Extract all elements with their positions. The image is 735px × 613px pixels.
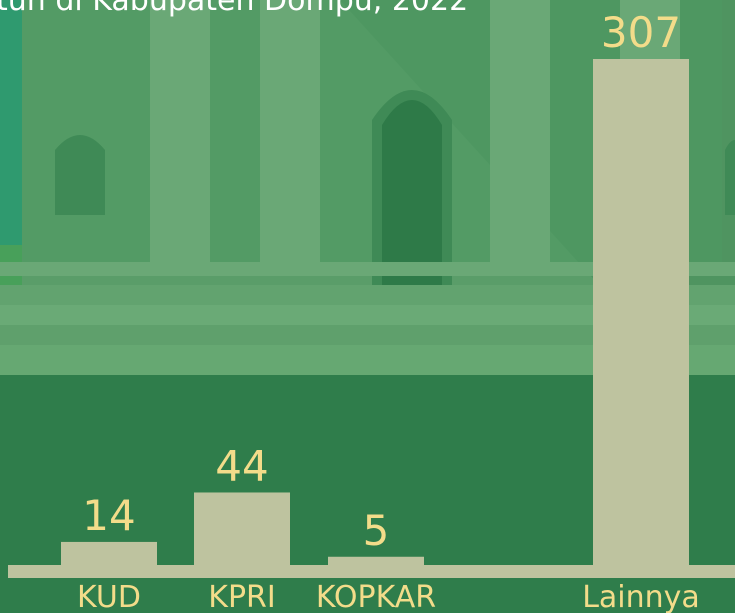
bar	[194, 492, 290, 565]
x-tick-label: Lainnya	[582, 580, 700, 613]
x-tick-label: KPRI	[208, 580, 275, 613]
x-tick-label: KOPKAR	[316, 580, 436, 613]
bar	[328, 556, 424, 565]
bar	[593, 59, 689, 565]
x-tick-label: KUD	[77, 580, 141, 613]
bar	[61, 541, 157, 565]
value-label: 307	[601, 8, 681, 57]
value-label: 44	[215, 441, 268, 490]
value-label: 5	[363, 506, 390, 555]
chart-title: tuh di Kabupaten Dompu, 2022	[0, 0, 468, 18]
value-label: 14	[82, 491, 135, 540]
